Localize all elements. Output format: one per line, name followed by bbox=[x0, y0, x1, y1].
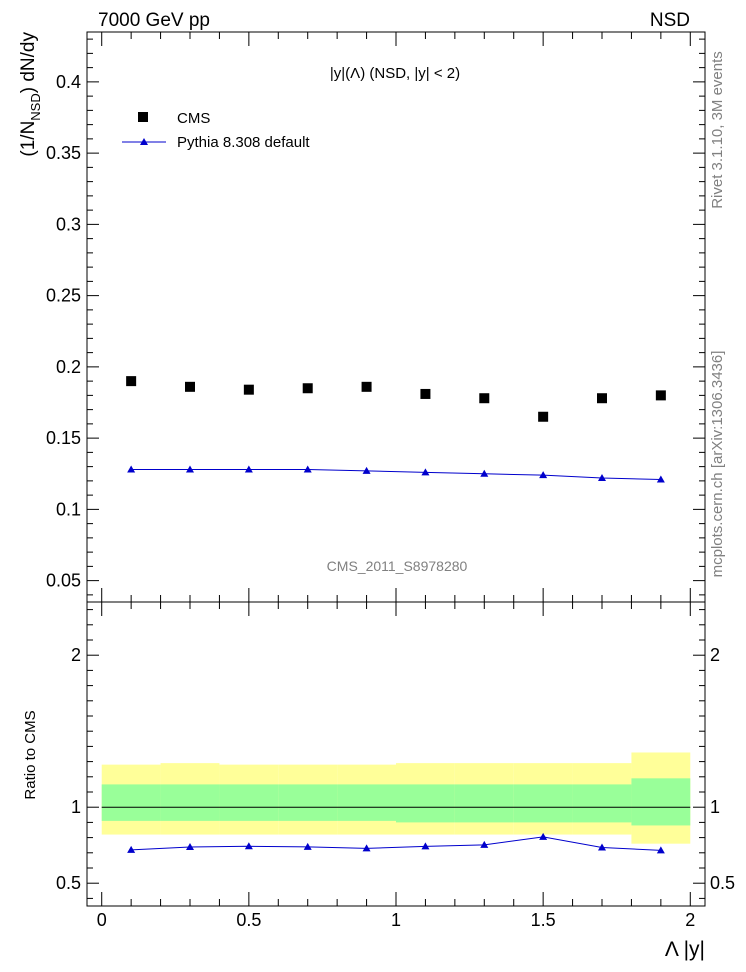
cms-data-point bbox=[597, 393, 607, 404]
pythia-data-point bbox=[656, 475, 665, 483]
main-plot-title: |y|(Λ) (NSD, |y| < 2) bbox=[330, 65, 460, 82]
legend-label-cms: CMS bbox=[177, 110, 210, 127]
ratio-data-point bbox=[362, 844, 371, 852]
cms-data-point bbox=[302, 383, 313, 394]
ratio-data-point bbox=[244, 842, 253, 850]
green-uncertainty-band bbox=[513, 784, 573, 823]
green-uncertainty-band bbox=[454, 784, 514, 823]
ratio-data-point bbox=[656, 846, 665, 854]
main-y-tick-label: 0.3 bbox=[56, 214, 81, 234]
ylabel-sub: NSD bbox=[28, 93, 43, 120]
ratio-data-point bbox=[539, 832, 548, 840]
ratio-y-axis-label: Ratio to CMS bbox=[22, 710, 39, 799]
rivet-version-label: Rivet 3.1.10, 3M events bbox=[709, 51, 726, 209]
green-uncertainty-band bbox=[396, 784, 455, 823]
main-y-tick-label: 0.4 bbox=[56, 72, 81, 92]
green-uncertainty-band bbox=[219, 784, 279, 821]
ratio-plot: Ratio to CMS Λ |y| 0 0.5 1 1.5 2 0.5 0.5 1 1 2 2 bbox=[22, 601, 735, 961]
legend: CMS Pythia 8.308 default bbox=[122, 110, 310, 151]
pythia-data-point bbox=[480, 469, 489, 477]
green-uncertainty-band bbox=[572, 784, 632, 823]
header-energy-label: 7000 GeV pp bbox=[98, 10, 210, 31]
ratio-plot-frame bbox=[86, 601, 706, 907]
ratio-data-point bbox=[480, 840, 489, 848]
header-process-label: NSD bbox=[650, 10, 690, 31]
x-tick-label: 2 bbox=[685, 910, 695, 930]
ratio-y-tick-label-right: 0.5 bbox=[710, 873, 735, 893]
pythia-series-line bbox=[131, 468, 661, 480]
main-y-tick-label: 0.1 bbox=[56, 499, 81, 519]
ratio-y-tick-label: 0.5 bbox=[56, 873, 81, 893]
green-uncertainty-band bbox=[278, 784, 338, 821]
main-y-axis-label: (1/NNSD) dN/dy bbox=[18, 32, 43, 157]
x-tick-label: 0.5 bbox=[236, 910, 261, 930]
ratio-data-point bbox=[186, 843, 194, 851]
analysis-watermark: CMS_2011_S8978280 bbox=[327, 558, 468, 574]
ratio-y-tick-label: 1 bbox=[71, 797, 81, 817]
cms-data-point bbox=[243, 384, 254, 395]
legend-label-pythia: Pythia 8.308 default bbox=[177, 134, 310, 151]
pythia-data-point bbox=[127, 465, 136, 473]
legend-marker-cms bbox=[138, 112, 148, 122]
cms-data-point bbox=[655, 390, 666, 401]
legend-marker-pythia bbox=[140, 138, 148, 145]
green-uncertainty-band bbox=[337, 784, 396, 821]
pythia-data-point bbox=[244, 465, 253, 473]
ratio-data-point bbox=[303, 842, 312, 850]
pythia-data-point bbox=[362, 466, 371, 474]
main-y-tick-label: 0.35 bbox=[46, 143, 81, 163]
main-y-tick-label: 0.25 bbox=[46, 286, 81, 306]
cms-data-point bbox=[361, 381, 372, 392]
ratio-y-tick-label-right: 1 bbox=[710, 797, 720, 817]
ratio-data-point bbox=[598, 843, 606, 851]
cms-data-point bbox=[126, 376, 137, 387]
x-tick-label: 0 bbox=[97, 910, 107, 930]
ylabel-post: ) dN/dy bbox=[18, 32, 39, 94]
pythia-data-point bbox=[598, 474, 606, 482]
x-tick-label: 1 bbox=[391, 910, 401, 930]
pythia-data-point bbox=[539, 471, 548, 479]
cms-data-point bbox=[420, 388, 431, 399]
ratio-y-tick-label: 2 bbox=[71, 645, 81, 665]
ratio-series-line bbox=[131, 836, 661, 851]
main-y-tick-label: 0.05 bbox=[46, 571, 81, 591]
main-plot: |y|(Λ) (NSD, |y| < 2) CMS_2011_S8978280 … bbox=[18, 31, 706, 603]
pythia-data-point bbox=[303, 465, 312, 473]
cms-data-point bbox=[479, 393, 490, 404]
main-y-tick-label: 0.15 bbox=[46, 428, 81, 448]
main-y-tick-label: 0.2 bbox=[56, 357, 81, 377]
ylabel-pre: (1/N bbox=[18, 121, 39, 157]
mcplots-label: mcplots.cern.ch [arXiv:1306.3436] bbox=[709, 351, 726, 578]
pythia-data-point bbox=[186, 465, 194, 473]
green-uncertainty-band bbox=[160, 784, 220, 821]
x-axis-label: Λ |y| bbox=[665, 938, 705, 961]
ratio-data-point bbox=[421, 842, 430, 850]
pythia-data-point bbox=[421, 468, 430, 476]
ratio-data-point bbox=[127, 845, 136, 853]
ratio-y-tick-label-right: 2 bbox=[710, 645, 720, 665]
green-uncertainty-band bbox=[631, 778, 691, 826]
x-tick-label: 1.5 bbox=[531, 910, 556, 930]
green-uncertainty-band bbox=[101, 784, 161, 821]
cms-data-point bbox=[538, 411, 549, 422]
cms-data-point bbox=[185, 381, 195, 392]
